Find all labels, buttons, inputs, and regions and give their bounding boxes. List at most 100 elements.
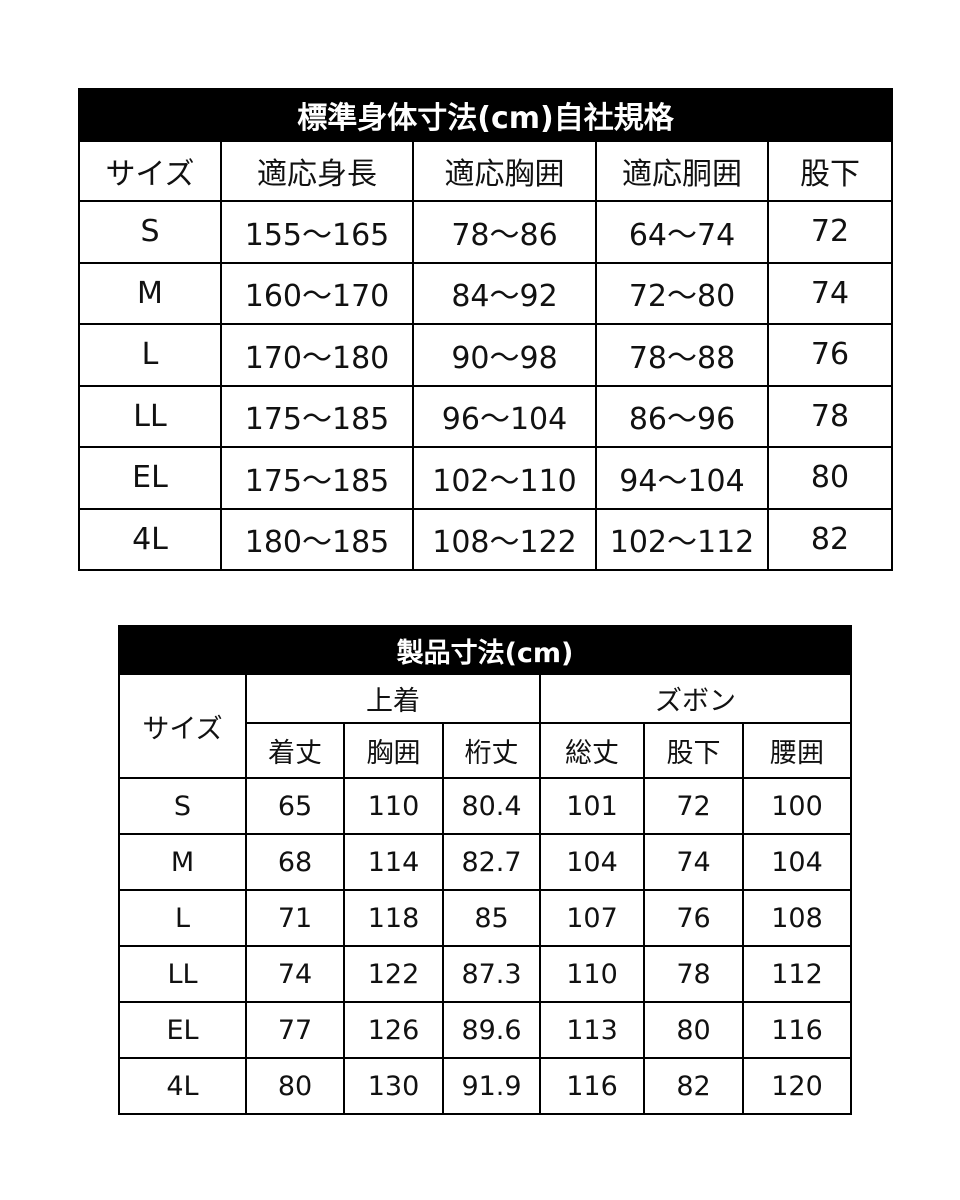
value-cell: 78～86 [412, 200, 597, 264]
value-cell: 74 [245, 945, 345, 1003]
value-cell: 102～112 [595, 507, 769, 571]
table-row: L 170～180 90～98 78～88 76 [78, 323, 894, 387]
value-cell: 104 [539, 833, 645, 891]
size-cell: 4L [78, 507, 222, 571]
value-cell: 175～185 [220, 384, 414, 448]
value-cell: 72～80 [595, 261, 769, 325]
value-cell: 108 [742, 889, 852, 947]
value-cell: 122 [343, 945, 444, 1003]
table-row: S 65 110 80.4 101 72 100 [118, 777, 852, 835]
value-cell: 64～74 [595, 200, 769, 264]
table-row: 4L 180～185 108～122 102～112 82 [78, 507, 894, 571]
table-row: EL 175～185 102～110 94～104 80 [78, 446, 894, 510]
value-cell: 102～110 [412, 446, 597, 510]
value-cell: 110 [539, 945, 645, 1003]
size-cell: L [118, 889, 247, 947]
column-header: 適応胴囲 [595, 140, 769, 202]
column-header: サイズ [118, 673, 247, 779]
value-cell: 90～98 [412, 323, 597, 387]
size-cell: S [78, 200, 222, 264]
value-cell: 80.4 [442, 777, 541, 835]
value-cell: 87.3 [442, 945, 541, 1003]
value-cell: 84～92 [412, 261, 597, 325]
size-cell: LL [118, 945, 247, 1003]
value-cell: 113 [539, 1001, 645, 1059]
value-cell: 160～170 [220, 261, 414, 325]
table-title: 製品寸法(cm) [118, 625, 852, 675]
value-cell: 78 [643, 945, 744, 1003]
column-header: サイズ [78, 140, 222, 202]
size-cell: M [118, 833, 247, 891]
value-cell: 107 [539, 889, 645, 947]
value-cell: 112 [742, 945, 852, 1003]
group-header: 上着 [245, 673, 541, 724]
value-cell: 101 [539, 777, 645, 835]
value-cell: 118 [343, 889, 444, 947]
header-row: 着丈 胸囲 桁丈 総丈 股下 腰囲 [119, 722, 852, 779]
size-cell: LL [78, 384, 222, 448]
size-cell: 4L [118, 1057, 247, 1115]
table-row: M 68 114 82.7 104 74 104 [118, 833, 852, 891]
table-row: 4L 80 130 91.9 116 82 120 [118, 1057, 852, 1115]
value-cell: 180～185 [220, 507, 414, 571]
column-header: 股下 [643, 722, 744, 779]
column-header: 適応胸囲 [412, 140, 597, 202]
size-cell: EL [78, 446, 222, 510]
value-cell: 116 [742, 1001, 852, 1059]
table-row: S 155～165 78～86 64～74 72 [78, 200, 894, 264]
value-cell: 74 [766, 261, 894, 325]
value-cell: 78～88 [595, 323, 769, 387]
value-cell: 86～96 [595, 384, 769, 448]
size-cell: M [78, 261, 222, 325]
value-cell: 94～104 [595, 446, 769, 510]
value-cell: 108～122 [412, 507, 597, 571]
table-row: M 160～170 84～92 72～80 74 [78, 261, 894, 325]
column-header: 胸囲 [343, 722, 444, 779]
value-cell: 78 [766, 384, 894, 448]
value-cell: 80 [643, 1001, 744, 1059]
group-header: ズボン [539, 673, 852, 724]
group-header-row: サイズ 上着 ズボン [118, 673, 852, 779]
value-cell: 116 [539, 1057, 645, 1115]
value-cell: 72 [643, 777, 744, 835]
value-cell: 89.6 [442, 1001, 541, 1059]
table-title: 標準身体寸法(cm)自社規格 [77, 88, 894, 142]
value-cell: 82 [766, 507, 894, 571]
value-cell: 96～104 [412, 384, 597, 448]
size-cell: S [118, 777, 247, 835]
column-header: 股下 [766, 140, 894, 202]
table-row: LL 74 122 87.3 110 78 112 [118, 945, 852, 1003]
value-cell: 80 [245, 1057, 345, 1115]
value-cell: 76 [766, 323, 894, 387]
value-cell: 80 [766, 446, 894, 510]
column-header: 総丈 [539, 722, 645, 779]
value-cell: 71 [245, 889, 345, 947]
value-cell: 76 [643, 889, 744, 947]
column-header: 腰囲 [742, 722, 852, 779]
value-cell: 82.7 [442, 833, 541, 891]
value-cell: 170～180 [220, 323, 414, 387]
value-cell: 104 [742, 833, 852, 891]
value-cell: 85 [442, 889, 541, 947]
size-cell: L [78, 323, 222, 387]
table-row: L 71 118 85 107 76 108 [118, 889, 852, 947]
column-header: 着丈 [245, 722, 345, 779]
value-cell: 74 [643, 833, 744, 891]
value-cell: 110 [343, 777, 444, 835]
value-cell: 77 [245, 1001, 345, 1059]
value-cell: 126 [343, 1001, 444, 1059]
value-cell: 114 [343, 833, 444, 891]
value-cell: 175～185 [220, 446, 414, 510]
value-cell: 120 [742, 1057, 852, 1115]
value-cell: 100 [742, 777, 852, 835]
value-cell: 72 [766, 200, 894, 264]
value-cell: 82 [643, 1057, 744, 1115]
value-cell: 65 [245, 777, 345, 835]
value-cell: 68 [245, 833, 345, 891]
value-cell: 130 [343, 1057, 444, 1115]
column-header: 適応身長 [220, 140, 414, 202]
value-cell: 91.9 [442, 1057, 541, 1115]
column-header: 桁丈 [442, 722, 541, 779]
table-row: EL 77 126 89.6 113 80 116 [118, 1001, 852, 1059]
